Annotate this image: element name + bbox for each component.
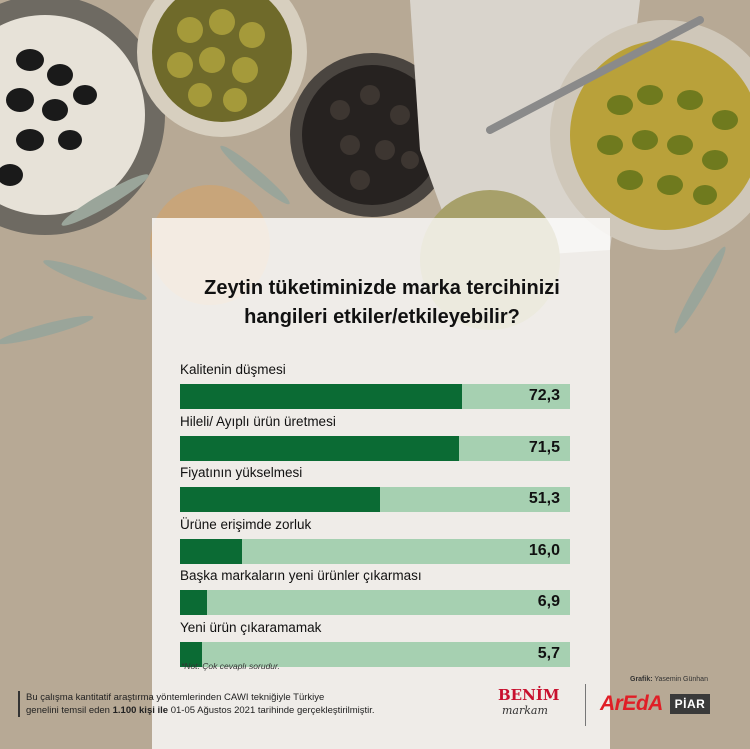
bar-value-label: 72,3 [528,387,560,404]
bar-value-label: 5,7 [537,644,560,662]
graphic-credit-name: Yasemin Günhan [654,676,708,683]
footer-line-1: Bu çalışma kantitatif araştırma yöntemle… [26,692,325,703]
bar-track: 6,9 [180,590,570,615]
areda-logo: ArEdA [600,692,663,715]
bar-value-label: 51,3 [528,490,560,507]
logo-divider [585,684,586,726]
footer-line-2-pre: genelini temsil eden [26,705,113,716]
bar-track: 72,3 [180,384,570,409]
bar-track: 71,5 [180,435,570,461]
bar [180,487,381,512]
methodology-footer: Bu çalışma kantitatif araştırma yöntemle… [18,691,438,717]
bar-value-label: 71,5 [528,438,560,456]
benim-logo-text: BENİM [498,686,560,704]
footer-line-2: genelini temsil eden 1.100 kişi ile 01-0… [26,704,438,717]
chart-title-line-1: Zeytin tüketiminizde marka tercihinizi [204,277,560,299]
bar-category-label: Ürüne erişimde zorluk [180,516,312,532]
bar-value-label: 16,0 [528,541,560,559]
bar-track: 16,0 [180,538,570,564]
bar-track: 51,3 [180,487,570,512]
footer-sample-size: 1.100 kişi ile [112,705,169,716]
benim-markam-logo: BENİM markam [492,682,574,726]
piar-logo: PİAR [670,694,710,714]
bar [180,384,462,409]
bar-category-label: Hileli/ Ayıplı ürün üretmesi [180,413,336,429]
graphic-credit-label: Grafik: [630,676,653,683]
bar-category-label: Başka markaların yeni ürünler çıkarması [180,568,422,583]
chart-title: Zeytin tüketiminizde marka tercihinizi h… [160,274,604,332]
bar [180,590,207,615]
bar-category-label: Yeni ürün çıkaramamak [180,619,322,635]
chart-title-line-2: hangileri etkiler/etkileyebilir? [244,306,520,328]
bar-track: 5,7 [180,641,570,667]
bar [180,435,459,461]
chart-note: *Not: Çok cevaplı sorudur. [181,661,280,671]
bar-category-label: Kalitenin düşmesi [180,362,286,377]
markam-logo-text: markam [502,704,548,717]
bar [180,538,243,564]
bar [180,641,203,667]
footer-line-2-post: 01-05 Ağustos 2021 tarihinde gerçekleşti… [168,705,375,716]
bar-value-label: 6,9 [537,593,560,610]
graphic-credit: Grafik: Yasemin Günhan [630,676,708,683]
bar-category-label: Fiyatının yükselmesi [180,465,303,480]
